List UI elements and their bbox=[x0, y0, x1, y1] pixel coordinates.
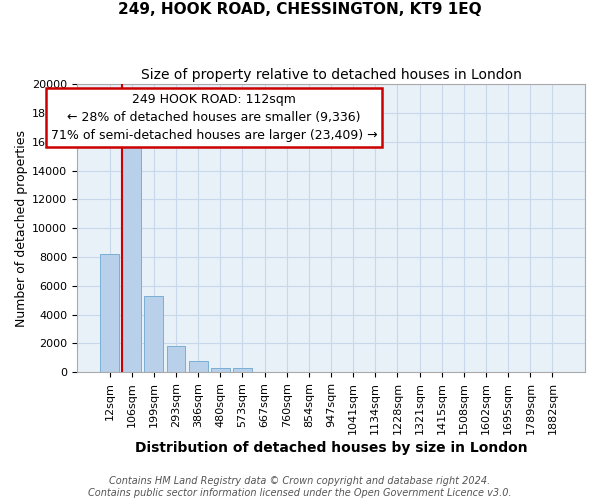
Bar bbox=[211, 368, 230, 372]
Text: 249 HOOK ROAD: 112sqm
← 28% of detached houses are smaller (9,336)
71% of semi-d: 249 HOOK ROAD: 112sqm ← 28% of detached … bbox=[51, 92, 377, 142]
Text: Contains HM Land Registry data © Crown copyright and database right 2024.
Contai: Contains HM Land Registry data © Crown c… bbox=[88, 476, 512, 498]
Text: 249, HOOK ROAD, CHESSINGTON, KT9 1EQ: 249, HOOK ROAD, CHESSINGTON, KT9 1EQ bbox=[118, 2, 482, 18]
Bar bbox=[188, 360, 208, 372]
Bar bbox=[145, 296, 163, 372]
Bar bbox=[233, 368, 252, 372]
X-axis label: Distribution of detached houses by size in London: Distribution of detached houses by size … bbox=[134, 441, 527, 455]
Bar bbox=[167, 346, 185, 372]
Bar bbox=[100, 254, 119, 372]
Title: Size of property relative to detached houses in London: Size of property relative to detached ho… bbox=[140, 68, 521, 82]
Bar bbox=[122, 132, 141, 372]
Y-axis label: Number of detached properties: Number of detached properties bbox=[15, 130, 28, 326]
